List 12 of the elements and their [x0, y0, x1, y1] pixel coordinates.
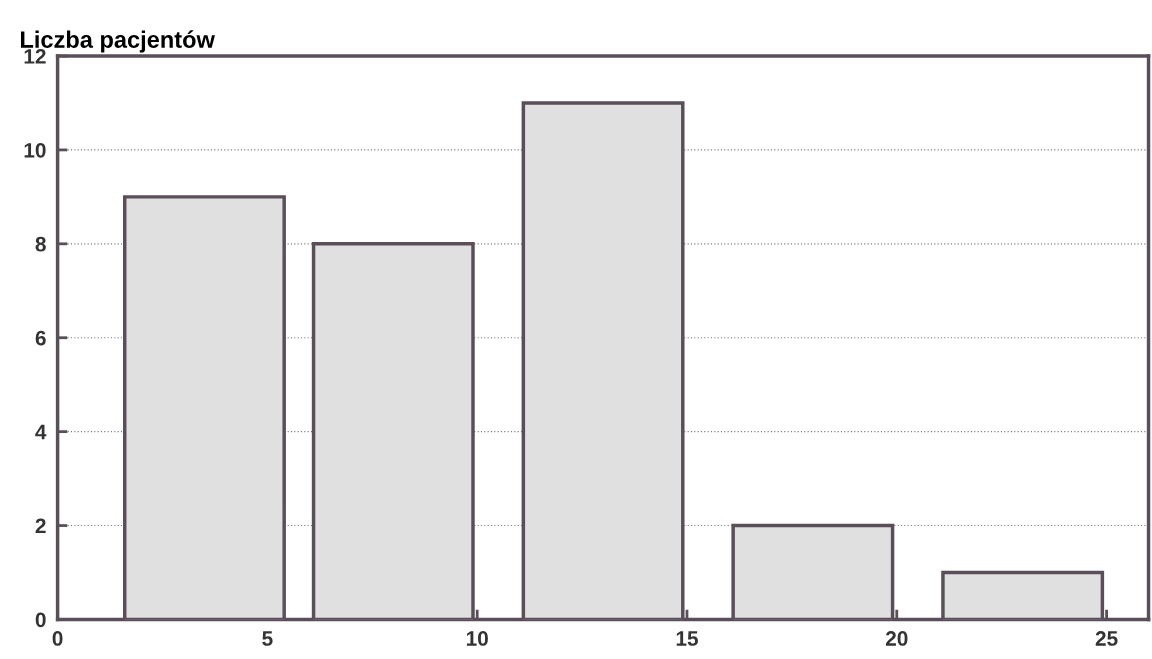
y-tick-label: 8 — [35, 236, 46, 252]
y-tick-label: 0 — [35, 612, 46, 628]
y-tick-label: 10 — [24, 142, 46, 158]
x-tick-label: 10 — [466, 631, 488, 646]
x-tick-label: 20 — [885, 631, 908, 646]
y-tick-label: 2 — [35, 518, 46, 534]
x-tick-label: 0 — [52, 631, 63, 646]
x-tick-label: 15 — [676, 631, 698, 646]
y-tick-label: 4 — [35, 424, 47, 440]
y-tick-label: 6 — [35, 330, 46, 346]
x-tick-label: 25 — [1095, 631, 1118, 646]
x-tick-label: 5 — [262, 631, 273, 646]
